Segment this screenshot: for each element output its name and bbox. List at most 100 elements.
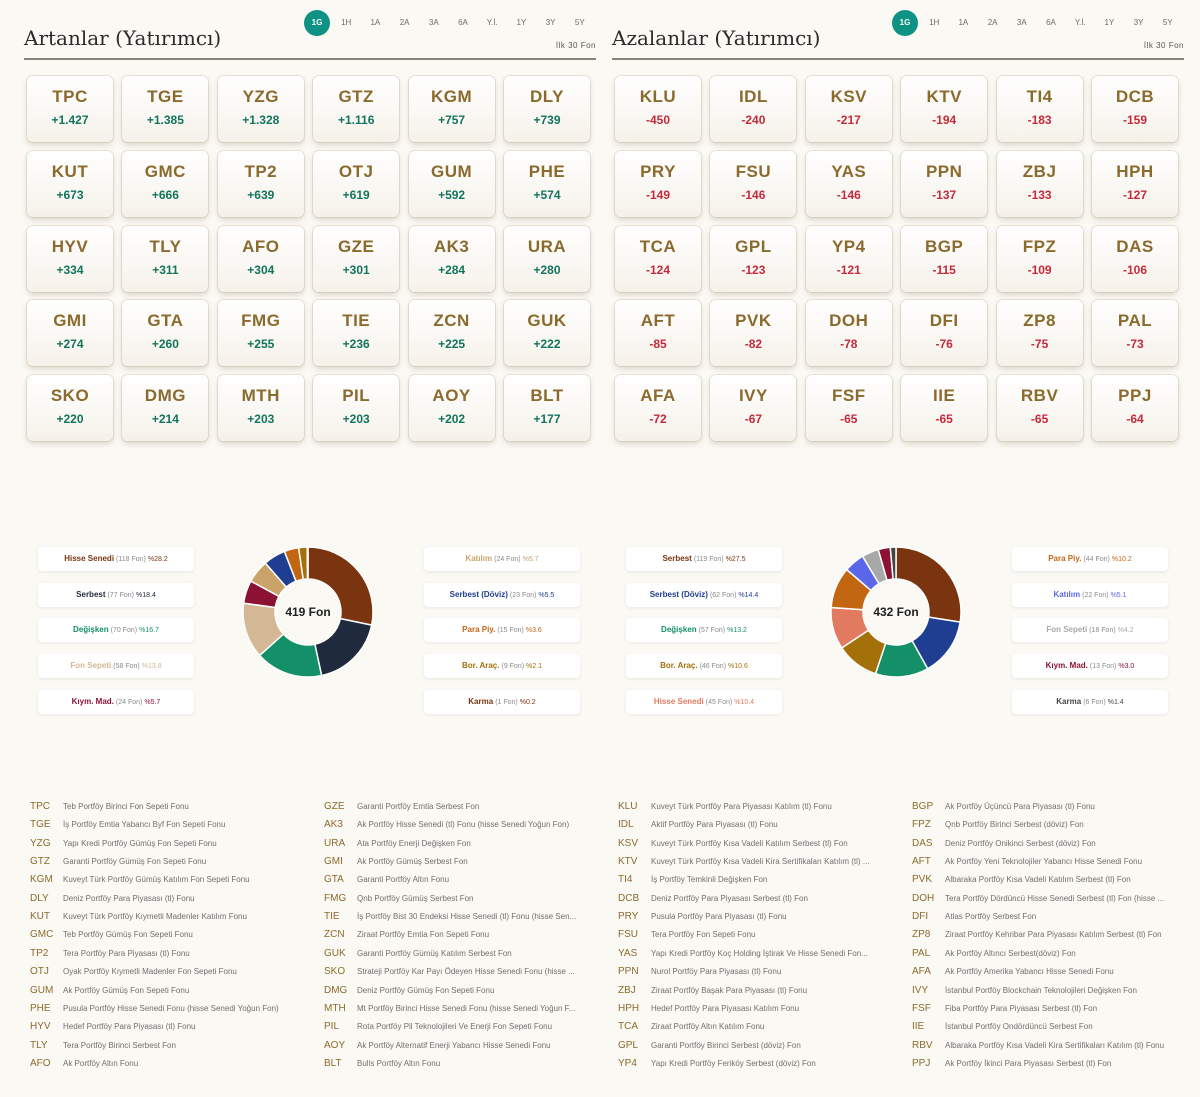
fund-card[interactable]: IDL -240 <box>710 76 797 142</box>
fund-card[interactable]: GPL -123 <box>710 225 797 292</box>
fund-card[interactable]: TGE +1.385 <box>122 76 209 142</box>
fund-card[interactable]: PRY -149 <box>615 150 701 217</box>
fund-card[interactable]: YZG +1.328 <box>217 76 304 142</box>
legend-item[interactable]: Serbest (Döviz) (23 Fon) %5.5 <box>424 582 580 607</box>
fund-card[interactable]: GUK +222 <box>504 300 590 367</box>
legend-item[interactable]: Serbest (119 Fon) %27.5 <box>626 547 782 571</box>
fund-card[interactable]: FSU -146 <box>710 150 797 217</box>
legend-item[interactable]: Değişken (70 Fon) %16.7 <box>38 618 194 643</box>
fund-card[interactable]: PVK -82 <box>710 300 797 367</box>
legend-item[interactable]: Hisse Senedi (45 Fon) %10.4 <box>626 689 782 714</box>
period-tab[interactable]: 5Y <box>1162 18 1173 27</box>
fund-card[interactable]: IIE -65 <box>901 375 988 442</box>
fund-card[interactable]: GUM +592 <box>408 150 495 217</box>
legend-item[interactable]: Kıym. Mad. (13 Fon) %3.0 <box>1012 654 1168 679</box>
period-tab[interactable]: 1Y <box>1104 18 1115 27</box>
fund-card[interactable]: AFT -85 <box>615 300 701 367</box>
legend-item[interactable]: Karma (6 Fon) %1.4 <box>1012 689 1168 714</box>
fund-card[interactable]: PPJ -64 <box>1092 375 1178 442</box>
fund-card[interactable]: YP4 -121 <box>805 225 892 292</box>
fund-card[interactable]: KUT +673 <box>27 150 113 217</box>
fund-card[interactable]: MTH +203 <box>217 375 304 442</box>
donut-slice[interactable] <box>307 546 374 626</box>
period-tab[interactable]: 1G <box>892 10 918 36</box>
fund-card[interactable]: TIE +236 <box>313 300 400 367</box>
donut-slice[interactable] <box>895 546 962 624</box>
period-tab[interactable]: 3A <box>428 18 439 27</box>
fund-card[interactable]: KSV -217 <box>805 76 892 142</box>
fund-card[interactable]: AFO +304 <box>217 225 304 292</box>
period-tab[interactable]: 3Y <box>545 18 556 27</box>
fund-card[interactable]: GTZ +1.116 <box>313 76 400 142</box>
fund-card[interactable]: GMC +666 <box>122 150 209 217</box>
fund-card[interactable]: FMG +255 <box>217 300 304 367</box>
legend-item[interactable]: Bor. Araç. (9 Fon) %2.1 <box>424 654 580 679</box>
legend-item[interactable]: Katılım (22 Fon) %5.1 <box>1012 582 1168 607</box>
legend-item[interactable]: Değişken (57 Fon) %13.2 <box>626 618 782 643</box>
period-tab[interactable]: 1Y <box>516 18 527 27</box>
legend-item[interactable]: Fon Sepeti (58 Fon) %13.8 <box>38 654 194 679</box>
fund-card[interactable]: SKO +220 <box>27 375 113 442</box>
period-tab[interactable]: 1G <box>304 10 330 36</box>
period-tab[interactable]: 3Y <box>1133 18 1144 27</box>
fund-card[interactable]: TPC +1.427 <box>27 76 113 142</box>
fund-card[interactable]: IVY -67 <box>710 375 797 442</box>
legend-item[interactable]: Bor. Araç. (46 Fon) %10.6 <box>626 654 782 679</box>
legend-item[interactable]: Para Piy. (15 Fon) %3.6 <box>424 618 580 643</box>
fund-card[interactable]: DAS -106 <box>1092 225 1178 292</box>
fund-card[interactable]: DOH -78 <box>805 300 892 367</box>
legend-item[interactable]: Karma (1 Fon) %0.2 <box>424 689 580 714</box>
period-tab[interactable]: 3A <box>1016 18 1027 27</box>
period-tab[interactable]: 1A <box>958 18 969 27</box>
legend-item[interactable]: Fon Sepeti (18 Fon) %4.2 <box>1012 618 1168 643</box>
fund-card[interactable]: PPN -137 <box>901 150 988 217</box>
fund-card[interactable]: BLT +177 <box>504 375 590 442</box>
fund-card[interactable]: RBV -65 <box>996 375 1083 442</box>
fund-card[interactable]: YAS -146 <box>805 150 892 217</box>
donut-slice[interactable] <box>889 546 897 580</box>
fund-card[interactable]: PHE +574 <box>504 150 590 217</box>
legend-item[interactable]: Serbest (77 Fon) %18.4 <box>38 582 194 607</box>
period-tab[interactable]: 1A <box>370 18 381 27</box>
fund-card[interactable]: TP2 +639 <box>217 150 304 217</box>
donut-slice[interactable] <box>314 617 373 677</box>
fund-card[interactable]: AFA -72 <box>615 375 701 442</box>
fund-card[interactable]: ZP8 -75 <box>996 300 1083 367</box>
fund-card[interactable]: OTJ +619 <box>313 150 400 217</box>
fund-card[interactable]: DLY +739 <box>504 76 590 142</box>
fund-card[interactable]: AOY +202 <box>408 375 495 442</box>
period-tab[interactable]: 1H <box>341 18 352 27</box>
fund-card[interactable]: BGP -115 <box>901 225 988 292</box>
fund-card[interactable]: HYV +334 <box>27 225 113 292</box>
fund-card[interactable]: FPZ -109 <box>996 225 1083 292</box>
donut-slice[interactable] <box>306 546 309 580</box>
legend-item[interactable]: Hisse Senedi (118 Fon) %28.2 <box>38 547 194 571</box>
fund-card[interactable]: KGM +757 <box>408 76 495 142</box>
fund-card[interactable]: PAL -73 <box>1092 300 1178 367</box>
fund-card[interactable]: GTA +260 <box>122 300 209 367</box>
fund-card[interactable]: HPH -127 <box>1092 150 1178 217</box>
fund-card[interactable]: FSF -65 <box>805 375 892 442</box>
period-tab[interactable]: Y.İ. <box>486 18 498 27</box>
legend-item[interactable]: Serbest (Döviz) (62 Fon) %14.4 <box>626 582 782 607</box>
period-tab[interactable]: Y.İ. <box>1074 18 1086 27</box>
fund-card[interactable]: GZE +301 <box>313 225 400 292</box>
fund-card[interactable]: AK3 +284 <box>408 225 495 292</box>
period-tab[interactable]: 6A <box>1046 18 1056 27</box>
fund-card[interactable]: ZCN +225 <box>408 300 495 367</box>
fund-card[interactable]: DFI -76 <box>901 300 988 367</box>
fund-card[interactable]: DMG +214 <box>122 375 209 442</box>
fund-card[interactable]: PIL +203 <box>313 375 400 442</box>
period-tab[interactable]: 5Y <box>574 18 585 27</box>
fund-card[interactable]: KLU -450 <box>615 76 701 142</box>
fund-card[interactable]: DCB -159 <box>1092 76 1178 142</box>
fund-card[interactable]: KTV -194 <box>901 76 988 142</box>
fund-card[interactable]: ZBJ -133 <box>996 150 1083 217</box>
fund-card[interactable]: GMI +274 <box>27 300 113 367</box>
fund-card[interactable]: TCA -124 <box>615 225 701 292</box>
period-tab[interactable]: 1H <box>929 18 940 27</box>
legend-item[interactable]: Kıym. Mad. (24 Fon) %5.7 <box>38 689 194 714</box>
period-tab[interactable]: 2A <box>987 18 998 27</box>
period-tab[interactable]: 6A <box>458 18 468 27</box>
fund-card[interactable]: TI4 -183 <box>996 76 1083 142</box>
